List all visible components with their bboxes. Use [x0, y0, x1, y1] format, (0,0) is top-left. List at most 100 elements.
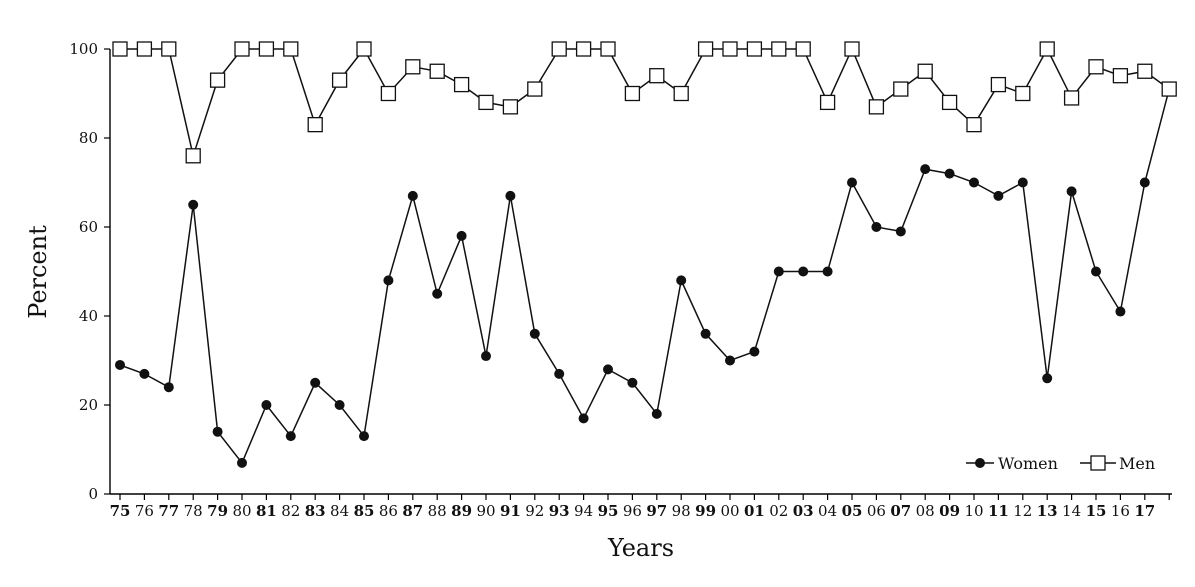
point-women-2004	[822, 266, 833, 277]
x-tick-1989: 89	[451, 494, 472, 520]
point-men-2001	[746, 41, 763, 57]
point-men-1979	[209, 72, 226, 88]
y-tick-label: 60	[79, 218, 98, 236]
legend: Women Men	[966, 454, 1155, 473]
point-men-1990	[478, 94, 494, 111]
x-tick-label: 93	[549, 502, 570, 520]
series-women	[115, 84, 1175, 468]
point-women-1978	[188, 199, 199, 210]
point-women-2005	[847, 177, 857, 188]
point-men-2005	[844, 41, 860, 57]
legend-women-label: Women	[998, 454, 1058, 473]
x-tick-label: 07	[890, 502, 911, 520]
point-men-2008	[917, 63, 933, 79]
x-tick-label: 90	[476, 502, 495, 520]
point-men-1987	[405, 59, 421, 75]
x-tick-2009: 09	[939, 494, 960, 520]
x-tick-label: 13	[1037, 502, 1058, 520]
point-women-1989	[456, 230, 467, 241]
x-tick-label: 78	[184, 502, 203, 520]
x-tick-label: 86	[379, 502, 398, 520]
x-tick-label: 98	[672, 502, 691, 520]
point-women-1997	[651, 408, 662, 419]
point-women-2011	[993, 190, 1004, 201]
point-men-2012	[1015, 85, 1031, 102]
point-men-1988	[429, 63, 445, 79]
point-women-2006	[871, 222, 882, 232]
point-men-2017	[1137, 63, 1153, 79]
y-tick-60: 60	[79, 218, 110, 236]
point-men-2002	[771, 41, 787, 57]
x-tick-label: 88	[428, 502, 447, 520]
point-men-2003	[795, 41, 811, 57]
x-tick-label: 96	[623, 502, 642, 520]
point-women-2000	[725, 355, 735, 366]
x-ticks: 75 76 77 78 79 80 81 82 83 84 85 86 87 88 89 90 91 92 93 94…	[110, 494, 1170, 520]
x-tick-label: 95	[598, 502, 619, 520]
legend-men-label: Men	[1119, 454, 1155, 473]
point-women-1996	[627, 377, 638, 388]
point-men-1976	[136, 41, 153, 57]
point-men-1982	[283, 41, 299, 57]
x-tick-1995: 95	[598, 494, 619, 520]
point-women-2009	[944, 168, 955, 179]
x-tick-1997: 97	[646, 494, 667, 520]
y-tick-20: 20	[79, 396, 110, 414]
x-tick-label: 84	[330, 502, 349, 520]
point-women-2017	[1139, 177, 1150, 188]
x-tick-1977: 77	[158, 494, 179, 520]
point-men-1985	[356, 41, 372, 57]
point-men-2007	[893, 81, 909, 97]
point-women-2014	[1066, 186, 1077, 197]
x-tick-2006: 06	[867, 494, 886, 520]
x-tick-label: 81	[256, 502, 277, 520]
x-tick-label: 94	[574, 502, 593, 520]
x-tick-2011: 11	[988, 494, 1009, 520]
x-tick-label: 00	[720, 502, 739, 520]
point-women-1983	[310, 377, 321, 388]
x-tick-1984: 84	[330, 494, 349, 520]
point-men-1978	[185, 148, 201, 164]
point-women-1984	[334, 400, 345, 410]
x-tick-2015: 15	[1086, 494, 1107, 520]
x-tick-2016: 16	[1111, 494, 1130, 520]
y-tick-100: 100	[69, 40, 110, 58]
point-men-1993	[551, 41, 567, 57]
y-tick-label: 100	[69, 40, 98, 58]
x-tick-label: 97	[646, 502, 667, 520]
x-tick-1979: 79	[207, 494, 228, 520]
x-tick-label: 89	[451, 502, 472, 520]
x-tick-label: 10	[964, 502, 983, 520]
x-tick-label: 08	[916, 502, 935, 520]
point-women-2010	[969, 177, 979, 188]
x-tick-1990: 90	[476, 494, 496, 520]
point-women-2007	[895, 226, 906, 237]
legend-item-men: Men	[1080, 454, 1155, 473]
x-tick-1981: 81	[256, 494, 277, 520]
x-tick-label: 17	[1134, 502, 1155, 520]
point-men-1975	[112, 41, 128, 57]
point-men-1999	[697, 41, 714, 57]
point-women-1999	[700, 328, 711, 339]
y-ticks: 0 20 40 60 80 100	[69, 40, 110, 503]
x-tick-2005: 05	[842, 494, 863, 520]
x-tick-1986: 86	[379, 494, 398, 520]
y-tick-80: 80	[79, 129, 110, 147]
point-women-2015	[1091, 266, 1101, 277]
point-men-2018	[1161, 81, 1177, 97]
point-men-1980	[234, 41, 250, 57]
x-tick-1983: 83	[305, 494, 326, 520]
y-tick-label: 0	[88, 485, 98, 503]
x-tick-1987: 87	[402, 494, 423, 520]
legend-men-marker	[1090, 455, 1106, 471]
x-tick-2014: 14	[1062, 494, 1081, 520]
x-tick-label: 09	[939, 502, 960, 520]
x-tick-label: 05	[842, 502, 863, 520]
x-tick-2002: 02	[769, 494, 788, 520]
x-tick-label: 15	[1086, 502, 1107, 520]
point-men-1981	[258, 41, 275, 57]
axes	[109, 49, 1172, 495]
x-tick-label: 03	[793, 502, 814, 520]
y-tick-0: 0	[88, 485, 110, 503]
point-men-2004	[819, 94, 836, 111]
